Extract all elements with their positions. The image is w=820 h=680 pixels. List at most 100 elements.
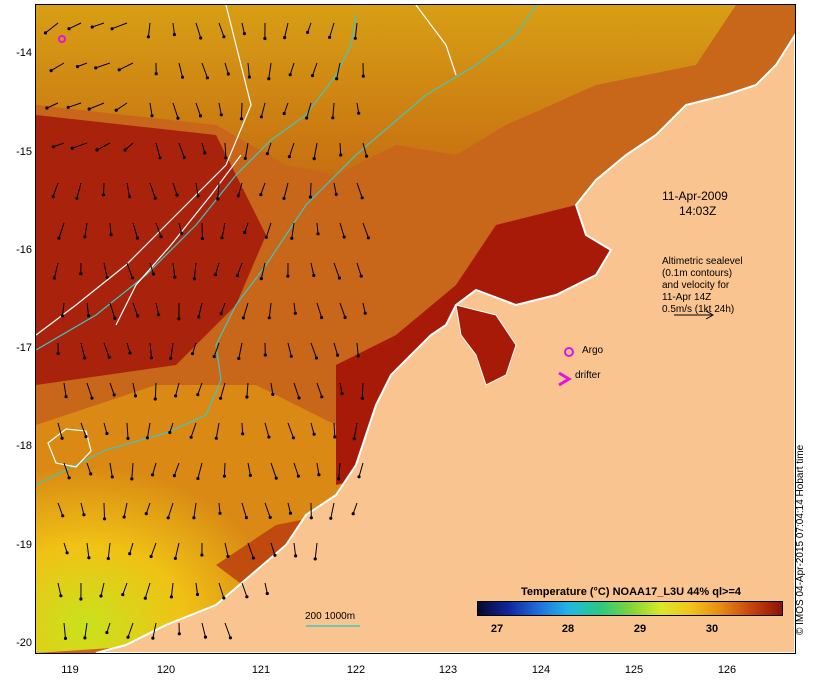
velocity-arrow-head xyxy=(102,517,107,521)
velocity-arrow xyxy=(307,22,312,33)
velocity-arrow-head xyxy=(237,356,241,361)
velocity-arrow xyxy=(72,142,88,149)
velocity-arrow-head xyxy=(203,151,207,155)
velocity-arrow-head xyxy=(107,355,111,359)
velocity-arrow-head xyxy=(67,476,71,480)
y-axis-label: -18 xyxy=(16,440,32,452)
velocity-arrow xyxy=(178,62,183,78)
drifter-symbol xyxy=(558,371,572,387)
velocity-arrow xyxy=(247,62,250,78)
bathymetry-contour-1000m xyxy=(36,5,537,486)
velocity-arrow xyxy=(172,182,178,196)
velocity-arrow-head xyxy=(150,114,154,118)
velocity-arrow-head xyxy=(172,474,176,478)
velocity-arrow-head xyxy=(75,196,79,200)
velocity-scale-arrowhead xyxy=(705,310,715,320)
velocity-arrow-head xyxy=(149,356,154,360)
velocity-arrow xyxy=(57,422,63,439)
velocity-arrow xyxy=(198,302,203,318)
velocity-arrow xyxy=(103,342,110,358)
velocity-arrow-head xyxy=(228,636,232,640)
velocity-arrow-head xyxy=(87,107,91,111)
velocity-arrow xyxy=(270,462,277,479)
velocity-arrow-head xyxy=(363,311,367,315)
velocity-arrow-head xyxy=(245,595,249,599)
velocity-arrow-head xyxy=(235,274,239,278)
velocity-arrow xyxy=(193,262,197,279)
velocity-arrow-head xyxy=(70,146,74,150)
velocity-arrow xyxy=(109,302,116,319)
x-axis-label: 125 xyxy=(624,664,644,676)
velocity-arrow xyxy=(123,502,128,518)
velocity-arrow-head xyxy=(267,77,271,81)
altimetry-note-line: (0.1m contours) xyxy=(662,268,733,279)
velocity-arrow-head xyxy=(90,25,94,29)
velocity-arrow xyxy=(260,182,266,195)
velocity-arrow-head xyxy=(90,396,94,400)
velocity-arrow xyxy=(224,622,231,638)
velocity-arrow xyxy=(220,302,226,314)
velocity-arrow-head xyxy=(133,394,138,398)
velocity-arrow xyxy=(237,182,243,197)
velocity-arrow xyxy=(63,622,66,639)
velocity-arrow xyxy=(247,542,254,559)
velocity-arrow-head xyxy=(75,65,80,69)
credit-text: © IMOS 04-Apr-2015 07:04:14 Hobart time xyxy=(795,444,806,635)
velocity-arrow-head xyxy=(173,275,177,279)
velocity-arrow-head xyxy=(242,32,246,36)
velocity-arrow xyxy=(339,222,345,238)
velocity-arrow-head xyxy=(151,272,156,276)
velocity-arrow xyxy=(353,422,358,439)
velocity-arrow xyxy=(109,382,115,396)
velocity-arrow xyxy=(68,102,82,108)
velocity-arrow xyxy=(293,462,299,477)
velocity-arrow-head xyxy=(282,111,286,116)
velocity-arrow-head xyxy=(264,235,268,239)
velocity-arrow xyxy=(356,102,360,114)
velocity-arrow-head xyxy=(175,193,179,197)
y-axis-label: -19 xyxy=(16,539,32,551)
velocity-arrow-head xyxy=(169,356,173,360)
velocity-arrow-head xyxy=(309,516,313,520)
velocity-arrow-head xyxy=(196,194,200,198)
velocity-arrow-head xyxy=(224,156,228,160)
velocity-arrow-head xyxy=(268,515,272,519)
velocity-arrow-head xyxy=(352,437,356,441)
velocity-arrow xyxy=(63,382,67,397)
velocity-arrow xyxy=(107,542,111,559)
velocity-arrow xyxy=(80,422,87,437)
velocity-arrow-head xyxy=(196,393,200,397)
velocity-arrow-head xyxy=(121,593,125,597)
velocity-arrow-head xyxy=(63,636,68,641)
velocity-arrow xyxy=(178,222,183,234)
velocity-arrow-head xyxy=(159,235,163,239)
velocity-arrow-head xyxy=(314,356,319,360)
velocity-arrow-head xyxy=(169,595,173,599)
velocity-arrow xyxy=(170,342,174,359)
velocity-arrow-head xyxy=(213,273,217,277)
velocity-arrow-head xyxy=(340,391,344,396)
velocity-arrow xyxy=(201,62,208,78)
velocity-arrow-head xyxy=(82,513,86,517)
velocity-arrow xyxy=(218,502,221,514)
velocity-arrow-head xyxy=(89,472,93,476)
velocity-arrow xyxy=(127,622,134,638)
velocity-arrow-head xyxy=(199,36,203,40)
velocity-arrow xyxy=(126,262,133,278)
velocity-arrow-head xyxy=(83,235,87,239)
velocity-arrow xyxy=(52,182,59,197)
velocity-arrow xyxy=(288,142,295,157)
velocity-arrow-head xyxy=(200,236,204,241)
velocity-arrow xyxy=(316,222,319,234)
velocity-arrow xyxy=(244,222,249,233)
velocity-arrow-head xyxy=(289,354,293,358)
velocity-arrow xyxy=(224,542,229,557)
velocity-arrow xyxy=(174,542,180,559)
velocity-arrow-head xyxy=(153,196,157,200)
velocity-arrow-head xyxy=(180,75,185,79)
velocity-arrow-head xyxy=(112,393,116,397)
velocity-arrow-head xyxy=(288,511,293,515)
velocity-arrow-head xyxy=(259,115,263,119)
velocity-arrow-head xyxy=(222,474,226,478)
velocity-arrow xyxy=(46,102,59,109)
